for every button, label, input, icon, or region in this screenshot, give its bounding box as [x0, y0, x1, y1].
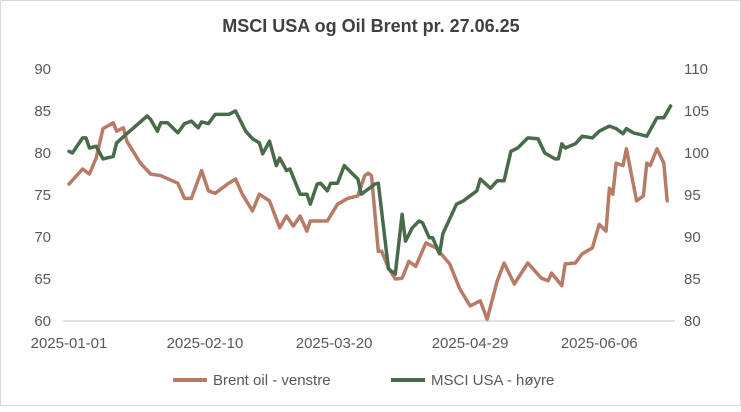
chart-title: MSCI USA og Oil Brent pr. 27.06.25 — [222, 16, 519, 36]
y-left-tick-label: 65 — [34, 271, 51, 288]
y-left-tick-label: 75 — [34, 187, 51, 204]
msci-usa-line — [67, 104, 673, 276]
y-right-tick-label: 95 — [684, 187, 701, 204]
y-left-tick-label: 70 — [34, 229, 51, 246]
y-left-tick-label: 85 — [34, 103, 51, 120]
x-tick-label: 2025-02-10 — [167, 335, 244, 352]
y-axis-right: 80 85 90 95 100 105 110 — [684, 61, 709, 330]
x-axis-ticks: 2025-01-01 2025-02-10 2025-03-20 2025-04-29… — [31, 335, 638, 352]
y-right-tick-label: 85 — [684, 271, 701, 288]
legend-label-msci: MSCI USA - høyre — [431, 372, 554, 389]
y-right-tick-label: 110 — [684, 61, 708, 78]
x-tick-label: 2025-01-01 — [31, 335, 108, 352]
x-tick-label: 2025-06-06 — [561, 335, 638, 352]
y-right-tick-label: 80 — [684, 313, 701, 330]
legend: Brent oil - venstre MSCI USA - høyre — [173, 372, 554, 389]
series-lines — [67, 104, 673, 322]
y-left-tick-label: 60 — [34, 313, 51, 330]
y-right-tick-label: 105 — [684, 103, 709, 120]
legend-label-brent: Brent oil - venstre — [213, 372, 331, 389]
x-tick-label: 2025-04-29 — [432, 335, 509, 352]
brent-oil-line — [67, 121, 669, 322]
y-left-tick-label: 90 — [34, 61, 51, 78]
y-axis-left: 60 65 70 75 80 85 90 — [34, 61, 51, 330]
y-right-tick-label: 90 — [684, 229, 701, 246]
x-tick-label: 2025-03-20 — [296, 335, 373, 352]
y-left-tick-label: 80 — [34, 145, 51, 162]
y-right-tick-label: 100 — [684, 145, 709, 162]
